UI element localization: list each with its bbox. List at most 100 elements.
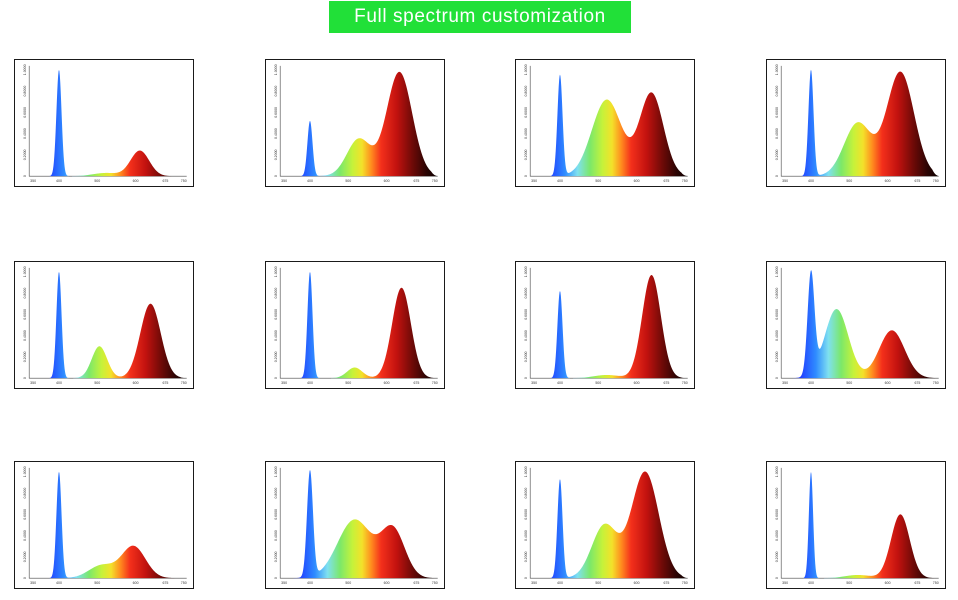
- spectrum-area: [29, 69, 187, 177]
- x-tick-label: 400: [307, 179, 313, 183]
- x-tick-label: 675: [663, 581, 669, 585]
- y-tick-label: 0.4000: [274, 330, 278, 341]
- x-tick-label: 675: [162, 179, 168, 183]
- x-tick-label: 750: [933, 381, 939, 385]
- x-tick-label: 500: [846, 581, 852, 585]
- spectrum-plot: 350 400 500 600 675 750 0 0.2000 0.4000 0.6000 0.8…: [524, 266, 688, 385]
- x-tick-label: 500: [345, 381, 351, 385]
- x-tick-label: 750: [682, 381, 688, 385]
- spectrum-chart-8: 350 400 500 600 675 750 0 0.2000 0.4000 0.6000 0.8…: [766, 261, 946, 389]
- spectrum-area: [781, 69, 939, 177]
- x-tick-label: 675: [914, 381, 920, 385]
- y-tick-label: 0.6000: [274, 309, 278, 320]
- x-tick-label: 600: [133, 179, 139, 183]
- x-tick-label: 750: [933, 581, 939, 585]
- x-tick-label: 600: [634, 381, 640, 385]
- x-tick-label: 350: [281, 581, 287, 585]
- y-tick-label: 0.2000: [775, 551, 779, 562]
- x-tick-label: 400: [56, 179, 62, 183]
- y-tick-label: 0.2000: [274, 551, 278, 562]
- x-tick-label: 350: [30, 179, 36, 183]
- x-tick-label: 675: [413, 381, 419, 385]
- y-tick-label: 1.0000: [274, 64, 278, 75]
- spectrum-area: [29, 271, 187, 379]
- y-tick-label: 0.6000: [524, 107, 528, 118]
- x-tick-label: 750: [181, 581, 187, 585]
- x-tick-label: 400: [557, 179, 563, 183]
- plot-axes: [28, 65, 187, 177]
- y-tick-label: 1.0000: [23, 266, 27, 277]
- x-tick-label: 400: [808, 581, 814, 585]
- x-tick-label: 500: [846, 179, 852, 183]
- y-tick-label: 0.8000: [524, 86, 528, 97]
- y-tick-label: 0: [775, 377, 779, 379]
- x-tick-label: 675: [663, 179, 669, 183]
- spectrum-plot: 350 400 500 600 675 750 0 0.2000 0.4000 0.6000 0.8…: [274, 64, 437, 183]
- y-tick-label: 0: [274, 577, 278, 579]
- y-tick-label: 0.8000: [274, 86, 278, 97]
- spectrum-plot: 350 400 500 600 675 750 0 0.2000 0.4000 0.6000 0.8…: [775, 266, 939, 385]
- x-tick-label: 400: [808, 179, 814, 183]
- spectrum-chart-12: 350 400 500 600 675 750 0 0.2000 0.4000 0.6000 0.8…: [766, 461, 946, 589]
- y-tick-label: 0.2000: [23, 149, 27, 160]
- spectrum-area: [280, 271, 438, 379]
- y-tick-label: 0.8000: [524, 488, 528, 499]
- y-tick-label: 0: [524, 175, 528, 177]
- y-tick-label: 0.6000: [274, 107, 278, 118]
- spectrum-chart-5: 350 400 500 600 675 750 0 0.2000 0.4000 0.6000 0.8…: [14, 261, 194, 389]
- spectrum-plot: 350 400 500 600 675 750 0 0.2000 0.4000 0.6000 0.8…: [23, 64, 187, 183]
- spectrum-area: [530, 275, 688, 379]
- spectrum-area: [781, 471, 939, 579]
- y-tick-label: 0.2000: [23, 551, 27, 562]
- x-tick-label: 500: [595, 381, 601, 385]
- x-tick-label: 500: [595, 179, 601, 183]
- y-tick-label: 0.4000: [775, 530, 779, 541]
- y-tick-label: 0.6000: [775, 107, 779, 118]
- y-tick-label: 1.0000: [274, 266, 278, 277]
- spectrum-area: [29, 471, 187, 579]
- y-tick-label: 0.4000: [23, 128, 27, 139]
- y-tick-label: 0.6000: [524, 309, 528, 320]
- x-tick-label: 500: [94, 381, 100, 385]
- x-tick-label: 350: [782, 381, 788, 385]
- x-tick-label: 350: [782, 179, 788, 183]
- y-tick-label: 0.6000: [23, 107, 27, 118]
- y-tick-label: 0.2000: [775, 149, 779, 160]
- spectrum-chart-7: 350 400 500 600 675 750 0 0.2000 0.4000 0.6000 0.8…: [515, 261, 695, 389]
- x-tick-label: 675: [663, 381, 669, 385]
- x-tick-label: 350: [531, 179, 537, 183]
- y-tick-label: 1.0000: [524, 266, 528, 277]
- y-tick-label: 0.6000: [775, 309, 779, 320]
- y-tick-label: 0.4000: [775, 128, 779, 139]
- spectrum-plot: 350 400 500 600 675 750 0 0.2000 0.4000 0.6000 0.8…: [524, 466, 688, 585]
- y-tick-label: 0.2000: [775, 351, 779, 362]
- x-tick-label: 400: [56, 381, 62, 385]
- x-tick-label: 500: [345, 179, 351, 183]
- y-tick-label: 0.4000: [274, 128, 278, 139]
- y-tick-label: 0.8000: [775, 288, 779, 299]
- y-tick-label: 0.6000: [23, 509, 27, 520]
- y-tick-label: 0.4000: [775, 330, 779, 341]
- spectrum-chart-11: 350 400 500 600 675 750 0 0.2000 0.4000 0.6000 0.8…: [515, 461, 695, 589]
- spectrum-area: [280, 469, 438, 579]
- y-tick-label: 0.6000: [524, 509, 528, 520]
- y-tick-label: 0.8000: [775, 86, 779, 97]
- title-banner: Full spectrum customization: [329, 1, 631, 33]
- x-tick-label: 600: [634, 179, 640, 183]
- spectrum-plot: 350 400 500 600 675 750 0 0.2000 0.4000 0.6000 0.8…: [775, 466, 939, 585]
- y-tick-label: 0: [274, 175, 278, 177]
- y-tick-label: 1.0000: [775, 64, 779, 75]
- x-tick-label: 750: [682, 581, 688, 585]
- spectrum-plot: 350 400 500 600 675 750 0 0.2000 0.4000 0.6000 0.8…: [23, 266, 187, 385]
- x-tick-label: 500: [94, 179, 100, 183]
- y-tick-label: 1.0000: [775, 266, 779, 277]
- spectrum-chart-9: 350 400 500 600 675 750 0 0.2000 0.4000 0.6000 0.8…: [14, 461, 194, 589]
- x-tick-label: 500: [846, 381, 852, 385]
- page-title: Full spectrum customization: [354, 6, 606, 27]
- y-tick-label: 0.2000: [274, 149, 278, 160]
- y-tick-label: 0.4000: [23, 330, 27, 341]
- x-tick-label: 400: [307, 581, 313, 585]
- spectrum-plot: 350 400 500 600 675 750 0 0.2000 0.4000 0.6000 0.8…: [775, 64, 939, 183]
- x-tick-label: 400: [808, 381, 814, 385]
- y-tick-label: 0.8000: [524, 288, 528, 299]
